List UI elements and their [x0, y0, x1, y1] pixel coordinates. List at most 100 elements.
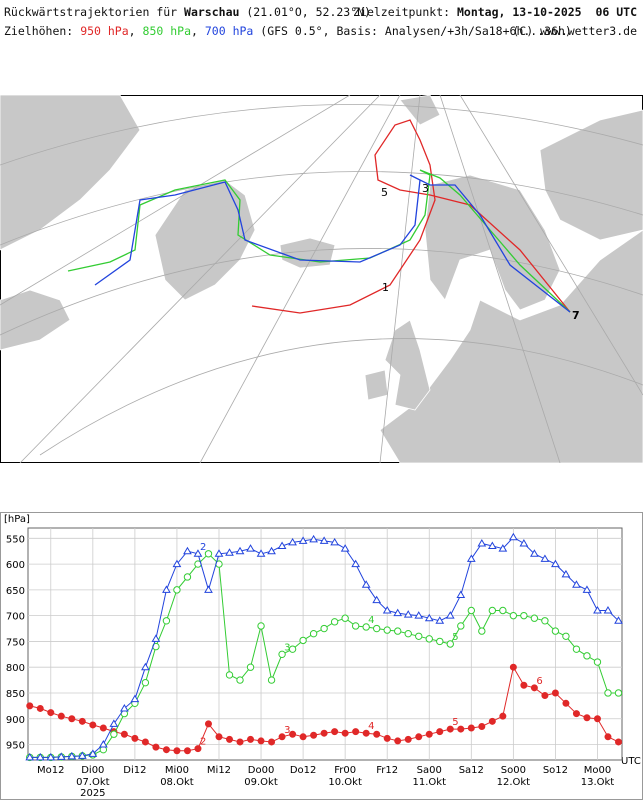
land [384, 319, 431, 411]
separator: , [191, 24, 198, 38]
point [340, 544, 350, 552]
date-label: 12.Okt [497, 777, 531, 788]
point [415, 632, 423, 640]
land [0, 289, 71, 351]
point [320, 624, 328, 633]
point [457, 725, 465, 733]
point [246, 663, 255, 671]
point [372, 624, 381, 633]
point [478, 627, 486, 635]
date-label: 07.Okt [76, 777, 110, 788]
legend-item: 850 hPa [142, 24, 191, 38]
point [214, 549, 224, 557]
date-label: 08.Okt [160, 777, 194, 788]
point [183, 747, 191, 755]
point [520, 611, 528, 620]
point [289, 730, 297, 738]
y-tick-label: 650 [6, 586, 25, 597]
graticule-line [0, 248, 643, 336]
point [267, 546, 276, 555]
year-label: 2025 [80, 788, 105, 799]
point [614, 616, 623, 624]
x-tick-label: Do12 [290, 765, 317, 776]
point [99, 724, 107, 732]
graticule-line [39, 338, 643, 456]
point [509, 663, 517, 671]
point [247, 735, 255, 743]
point [130, 694, 140, 703]
graticule-line [19, 95, 381, 463]
point [362, 729, 370, 737]
point [341, 614, 349, 622]
point [162, 746, 170, 754]
point [425, 635, 433, 643]
y-tick-label: 700 [6, 612, 25, 623]
point [561, 569, 571, 578]
point [383, 626, 391, 634]
target-time: Montag, 13-10-2025 06 UTC [456, 5, 637, 19]
point [77, 751, 87, 759]
point [614, 689, 623, 697]
point [414, 611, 424, 619]
point [57, 712, 65, 720]
point [162, 617, 171, 625]
point [331, 728, 339, 736]
day-label: 5 [452, 717, 458, 728]
point [436, 637, 444, 646]
point [382, 605, 392, 614]
legend-item: 950 hPa [80, 24, 129, 38]
point [267, 676, 276, 684]
point [141, 738, 149, 746]
day-label: 6 [536, 676, 542, 687]
land [364, 369, 389, 401]
point [225, 548, 234, 556]
x-tick-label: Mo12 [37, 765, 64, 776]
point [466, 554, 476, 562]
graticule-line [0, 95, 351, 306]
x-tick-label: So12 [543, 765, 568, 776]
point [68, 715, 76, 723]
day-label: 3 [284, 642, 290, 653]
point [36, 704, 44, 712]
point [319, 536, 329, 544]
point [540, 554, 550, 562]
point [88, 749, 98, 757]
point [257, 622, 265, 630]
copyright: (C) www.wetter3.de [512, 24, 637, 38]
y-tick-label: 900 [6, 715, 25, 726]
day-label: 2 [200, 542, 206, 553]
point [446, 725, 454, 733]
point [67, 751, 77, 760]
point [173, 747, 181, 755]
day-label: 2 [200, 737, 206, 748]
point [541, 617, 549, 625]
graticule [0, 95, 643, 463]
trajectory [251, 119, 571, 314]
point [89, 721, 97, 729]
point [488, 717, 496, 725]
separator: , [128, 24, 136, 38]
x-tick-label: So00 [501, 765, 526, 776]
point [330, 537, 340, 546]
x-tick-label: Di12 [123, 765, 146, 776]
map-label: 5 [381, 186, 388, 199]
point [288, 645, 297, 653]
point [288, 537, 297, 546]
point [373, 730, 381, 738]
map-labels: 1 5 3 7 [381, 182, 580, 322]
point [361, 580, 371, 588]
model-info: (GFS 0.5°, Basis: Analysen/+3h/Sa18+6h..… [260, 24, 572, 38]
point [235, 546, 245, 555]
title: Rückwärtstrajektorien für [4, 5, 178, 19]
point [593, 658, 602, 666]
point [488, 606, 497, 615]
point [236, 738, 244, 746]
point [172, 559, 182, 568]
point [424, 613, 434, 622]
y-tick-label: 850 [6, 689, 25, 700]
point [78, 717, 86, 725]
x-tick-label: Mo00 [584, 765, 611, 776]
point [519, 538, 529, 547]
target-line: Zielzeitpunkt: Montag, 13-10-2025 06 UTC [353, 5, 637, 19]
map: 1 5 3 7 [0, 95, 643, 463]
